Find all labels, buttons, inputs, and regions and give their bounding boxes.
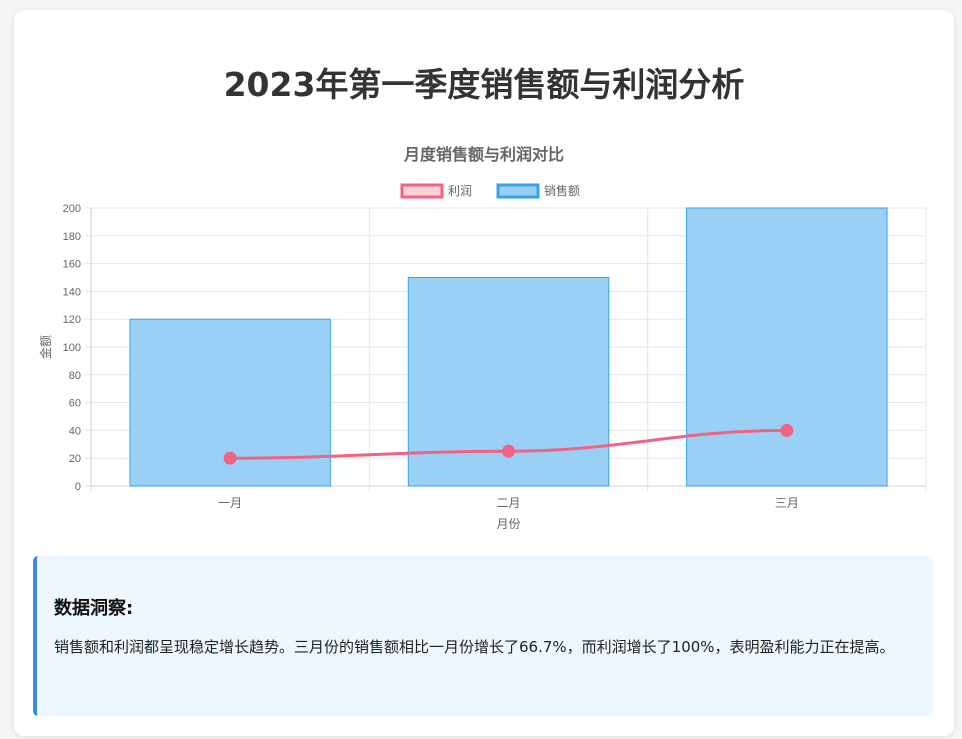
y-tick-label: 100 bbox=[63, 342, 81, 354]
y-axis-title: 金额 bbox=[38, 335, 53, 359]
legend-label-1: 销售额 bbox=[544, 183, 580, 198]
y-tick-label: 160 bbox=[63, 259, 81, 271]
x-tick-label: 一月 bbox=[218, 496, 242, 510]
x-tick-label: 二月 bbox=[496, 496, 520, 510]
profit-point-0 bbox=[223, 451, 237, 465]
y-tick-label: 40 bbox=[69, 425, 81, 437]
legend-swatch-1 bbox=[496, 183, 540, 199]
insight-title: 数据洞察: bbox=[54, 598, 134, 619]
profit-point-2 bbox=[780, 423, 794, 437]
insight-body: 销售额和利润都呈现稳定增长趋势。三月份的销售额相比一月份增长了66.7%，而利润… bbox=[54, 638, 895, 656]
y-tick-label: 0 bbox=[75, 481, 81, 493]
x-axis-title: 月份 bbox=[496, 517, 520, 530]
profit-point-1 bbox=[502, 444, 515, 458]
report-card: 2023年第一季度销售额与利润分析 月度销售额与利润对比利润 销售额 0 20 40 60… bbox=[14, 10, 954, 736]
y-tick-label: 60 bbox=[69, 398, 81, 410]
insight-box: 数据洞察: 销售额和利润都呈现稳定增长趋势。三月份的销售额相比一月份增长了66.… bbox=[33, 556, 933, 716]
y-tick-label: 80 bbox=[69, 370, 81, 382]
y-tick-label: 180 bbox=[63, 231, 81, 243]
legend-swatch-0 bbox=[400, 183, 444, 199]
page-title: 2023年第一季度销售额与利润分析 bbox=[223, 65, 745, 104]
bar-2 bbox=[686, 207, 888, 487]
legend-label-0: 利润 bbox=[448, 184, 472, 198]
y-tick-label: 140 bbox=[63, 286, 81, 298]
y-tick-label: 200 bbox=[63, 203, 81, 215]
chart-title: 月度销售额与利润对比 bbox=[403, 145, 564, 164]
y-tick-label: 120 bbox=[63, 314, 81, 326]
y-tick-label: 20 bbox=[69, 453, 81, 465]
x-tick-label: 三月 bbox=[775, 496, 799, 510]
